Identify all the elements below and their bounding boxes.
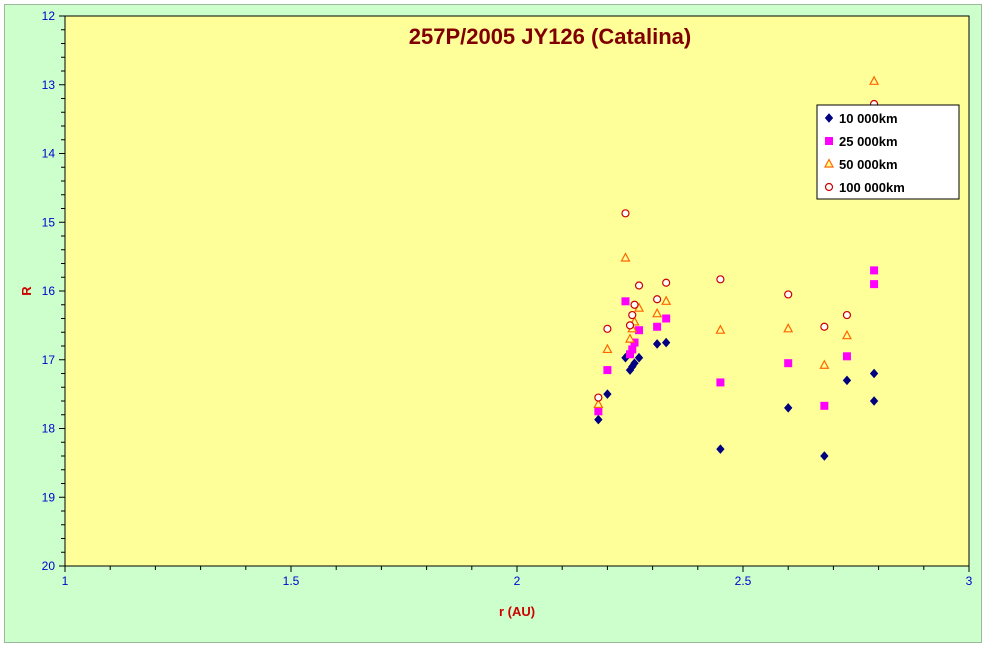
data-point [593, 398, 604, 409]
legend-marker [824, 113, 834, 123]
data-point [784, 359, 793, 368]
data-point [869, 368, 879, 379]
data-point [820, 451, 829, 461]
data-point [784, 403, 793, 413]
data-point [630, 358, 639, 368]
y-axis-title: R [19, 286, 34, 296]
data-point [842, 310, 852, 320]
data-point [870, 266, 879, 275]
y-tick-label: 20 [42, 559, 56, 573]
data-point [820, 322, 829, 331]
data-point [653, 322, 662, 331]
data-point [662, 314, 671, 323]
data-point [628, 310, 637, 320]
y-tick-label: 12 [42, 9, 56, 23]
data-point [603, 366, 612, 375]
data-point [661, 337, 671, 348]
tick-labels: 1 1.5 2 2.5 3 12 13 14 15 16 17 18 19 20 [42, 9, 973, 588]
data-point [653, 295, 662, 304]
y-tick-label: 18 [42, 422, 56, 436]
legend-marker [824, 158, 834, 168]
data-point [819, 359, 830, 369]
axis-ticks [59, 15, 970, 572]
legend-label: 25 000km [839, 134, 898, 149]
data-point [634, 281, 644, 290]
data-point [784, 290, 793, 299]
data-point [594, 414, 603, 425]
legend-label: 100 000km [839, 180, 905, 195]
legend: 10 000km 25 000km 50 000km 100 000km [816, 104, 960, 200]
legend-marker [825, 137, 833, 145]
legend-marker [824, 182, 834, 192]
y-tick-label: 14 [42, 147, 56, 161]
data-point [716, 378, 725, 387]
data-point [594, 407, 603, 416]
data-point [603, 324, 612, 333]
data-point [621, 209, 630, 218]
data-point [870, 280, 879, 289]
data-point [716, 444, 725, 454]
data-point [842, 352, 851, 361]
data-point [628, 345, 637, 354]
plot-area [64, 15, 970, 567]
legend-label: 10 000km [839, 111, 898, 126]
data-point [662, 278, 671, 287]
data-point [620, 252, 631, 262]
data-point [842, 375, 852, 386]
x-tick-label: 2.5 [735, 574, 752, 588]
y-tick-label: 13 [42, 78, 56, 92]
x-tick-label: 3 [966, 574, 973, 588]
series-1 [594, 266, 879, 416]
data-point [783, 323, 794, 333]
x-tick-label: 1.5 [283, 574, 300, 588]
data-point [634, 352, 644, 363]
data-point [869, 396, 879, 406]
data-point [715, 324, 726, 334]
data-point [635, 326, 644, 335]
data-point [820, 401, 829, 410]
legend-label: 50 000km [839, 157, 898, 172]
data-point [603, 389, 612, 399]
y-tick-label: 15 [42, 215, 56, 229]
data-point [602, 343, 613, 354]
chart-title: 257P/2005 JY126 (Catalina) [409, 24, 692, 49]
y-tick-label: 19 [42, 490, 56, 504]
data-point [841, 329, 852, 340]
data-point [621, 297, 630, 306]
series-2 [593, 75, 880, 409]
data-point [630, 300, 639, 309]
data-point [652, 307, 663, 318]
x-axis-title: r (AU) [499, 604, 535, 619]
data-point [716, 275, 725, 284]
data-point [625, 321, 635, 330]
data-points [593, 75, 880, 461]
data-point [869, 75, 880, 85]
data-point [661, 295, 672, 305]
data-point [594, 393, 603, 402]
x-tick-label: 2 [514, 574, 521, 588]
data-point [625, 333, 635, 343]
data-point [652, 339, 662, 349]
legend-box [816, 104, 960, 200]
x-tick-label: 1 [62, 574, 69, 588]
y-tick-label: 16 [42, 284, 56, 298]
y-tick-label: 17 [42, 353, 56, 367]
